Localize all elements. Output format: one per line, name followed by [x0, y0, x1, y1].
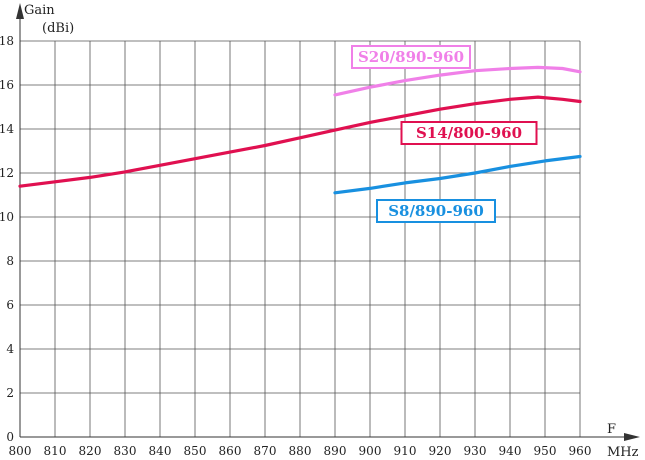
series-label-box — [400, 121, 538, 145]
y-axis-title-line1: Gain — [24, 3, 55, 18]
y-tick-label: 18 — [0, 34, 14, 48]
x-tick-label: 870 — [254, 444, 277, 458]
x-tick-label: 960 — [569, 444, 592, 458]
y-tick-label: 8 — [6, 254, 14, 268]
y-tick-label: 12 — [0, 166, 14, 180]
series-lines — [18, 65, 582, 195]
x-tick-label: 840 — [149, 444, 172, 458]
series-label-box — [376, 199, 496, 223]
x-axis-title-line2: MHz — [607, 445, 639, 460]
x-tick-label: 940 — [499, 444, 522, 458]
x-tick-label: 950 — [534, 444, 557, 458]
x-tick-label: 830 — [114, 444, 137, 458]
x-tick-label: 820 — [79, 444, 102, 458]
series-label: S20/890-960 — [358, 48, 464, 66]
x-axis-arrow-icon — [624, 433, 640, 441]
series-label: S8/890-960 — [388, 202, 484, 220]
x-axis-title-line1: F — [607, 422, 616, 437]
y-tick-label: 2 — [6, 386, 14, 400]
series-labels: S20/890-960 S14/800-960 S8/890-960 — [351, 45, 538, 223]
x-tick-label: 850 — [184, 444, 207, 458]
series-line — [18, 95, 582, 188]
y-tick-label: 0 — [6, 430, 14, 444]
x-tick-label: 930 — [464, 444, 487, 458]
y-tick-label: 6 — [6, 298, 14, 312]
y-tick-label: 4 — [6, 342, 14, 356]
x-tick-label: 880 — [289, 444, 312, 458]
tick-labels: 800 810 820 830 840 850 860 870 880 890 900 910 920 9… — [0, 34, 591, 458]
y-tick-label: 14 — [0, 122, 14, 136]
x-tick-label: 920 — [429, 444, 452, 458]
axes — [16, 3, 640, 441]
x-tick-label: 890 — [324, 444, 347, 458]
x-tick-label: 810 — [44, 444, 67, 458]
y-tick-label: 10 — [0, 210, 14, 224]
x-tick-label: 910 — [394, 444, 417, 458]
series-label: S14/800-960 — [416, 124, 522, 142]
x-tick-label: 860 — [219, 444, 242, 458]
series-label-box — [351, 45, 471, 69]
y-axis-title-line2: (dBi) — [42, 21, 74, 36]
series-line — [333, 154, 582, 195]
y-axis-arrow-icon — [16, 3, 24, 19]
x-tick-label: 800 — [9, 444, 32, 458]
y-tick-label: 16 — [0, 78, 14, 92]
series-line — [333, 65, 582, 97]
x-tick-label: 900 — [359, 444, 382, 458]
